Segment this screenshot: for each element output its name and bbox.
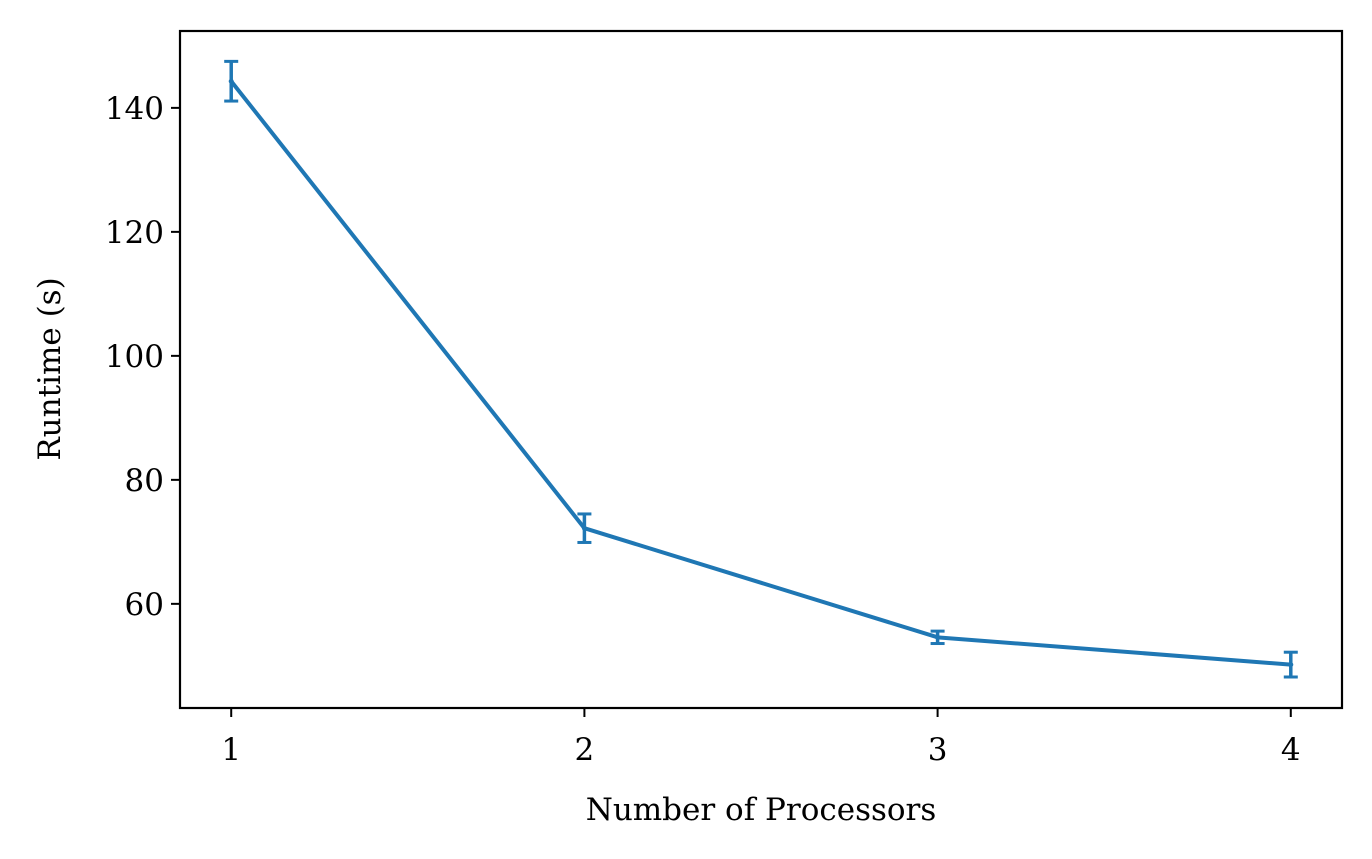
plot-frame	[178, 29, 1344, 710]
data-point	[1288, 662, 1294, 668]
y-axis: 60 80 100 120 140	[105, 91, 180, 623]
y-tick-label: 80	[125, 463, 164, 499]
x-tick-label: 3	[928, 732, 948, 768]
data-point	[581, 525, 587, 531]
y-tick-label: 140	[105, 91, 164, 127]
y-tick-label: 60	[125, 587, 164, 623]
y-tick-label: 100	[105, 339, 164, 375]
y-tick-label: 120	[105, 215, 164, 251]
x-axis-label: Number of Processors	[586, 792, 937, 828]
x-tick-label: 4	[1281, 732, 1301, 768]
data-point	[935, 634, 941, 640]
plot-marks	[224, 59, 1298, 679]
data-point	[228, 78, 234, 84]
x-axis: 1 2 3 4	[221, 708, 1301, 768]
runtime-line	[229, 79, 1291, 667]
x-tick-label: 1	[221, 732, 241, 768]
x-tick-label: 2	[575, 732, 595, 768]
y-axis-label: Runtime (s)	[32, 277, 68, 460]
